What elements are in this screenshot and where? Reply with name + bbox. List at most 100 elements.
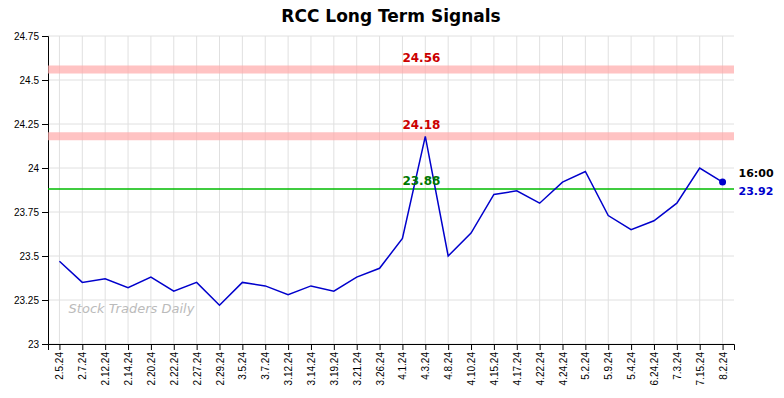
tick: 23: [28, 339, 48, 350]
grid-line: [608, 36, 609, 344]
grid-line: [448, 36, 449, 344]
tick-label: 5.4.24: [626, 352, 637, 380]
grid-line: [402, 36, 403, 344]
tick-label: 24.25: [14, 119, 39, 130]
tick: 4.8.24: [443, 344, 454, 380]
tick-mark: [288, 344, 289, 350]
grid-line: [333, 36, 334, 344]
tick: 2.20.24: [146, 344, 157, 385]
tick: 23.75: [14, 207, 48, 218]
tick-label: 2.20.24: [146, 352, 157, 386]
tick: 2.22.24: [169, 344, 180, 385]
tick-mark: [334, 344, 335, 350]
tick-mark: [128, 344, 129, 350]
tick-label: 3.7.24: [260, 352, 271, 380]
axis-line: [42, 37, 49, 345]
last-point: [719, 179, 726, 186]
tick: 2.14.24: [123, 344, 134, 385]
tick: 5.9.24: [603, 344, 614, 380]
tick-mark: [105, 344, 106, 350]
tick: 7.15.24: [695, 344, 706, 385]
tick-mark: [42, 124, 48, 125]
tick-label: 4.3.24: [420, 352, 431, 380]
tick: 5.2.24: [580, 344, 591, 380]
tick-mark: [700, 344, 701, 350]
level-label: 24.18: [402, 118, 440, 132]
tick: 3.7.24: [260, 344, 271, 380]
tick-label: 3.26.24: [375, 352, 386, 386]
tick: 5.4.24: [626, 344, 637, 380]
y-axis: 23 23.25 23.5 23.75 24 24.25 24.5 24.75: [14, 31, 49, 350]
tick: 6.24.24: [649, 344, 660, 385]
price-line: [59, 136, 722, 305]
tick-label: 4.10.24: [466, 352, 477, 386]
tick: 24: [28, 163, 48, 174]
tick-label: 24.75: [14, 31, 39, 42]
tick-mark: [631, 344, 632, 350]
level-line: [48, 188, 734, 190]
tick-mark: [42, 80, 48, 81]
tick-label: 4.1.24: [397, 352, 408, 380]
tick-label: 6.24.24: [649, 352, 660, 386]
tick-mark: [151, 344, 152, 350]
tick-mark: [448, 344, 449, 350]
tick-mark: [357, 344, 358, 350]
tick-mark: [494, 344, 495, 350]
watermark: Stock Traders Daily: [69, 301, 195, 316]
tick: 4.17.24: [512, 344, 523, 385]
tick-label: 4.15.24: [489, 352, 500, 386]
grid-line: [242, 36, 243, 344]
tick-label: 3.14.24: [306, 352, 317, 386]
tick-label: 3.19.24: [329, 352, 340, 386]
tick-mark: [425, 344, 426, 350]
grid-line: [379, 36, 380, 344]
grid-line: [653, 36, 654, 344]
tick-mark: [42, 344, 48, 345]
tick-label: 4.22.24: [535, 352, 546, 386]
tick: 3.19.24: [329, 344, 340, 385]
tick: 23.25: [14, 295, 48, 306]
tick-mark: [42, 212, 48, 213]
tick-mark: [402, 344, 403, 350]
grid-line: [425, 36, 426, 344]
tick: 3.5.24: [237, 344, 248, 380]
grid-line: [493, 36, 494, 344]
grid-line: [722, 36, 723, 344]
tick-label: 23.25: [14, 295, 39, 306]
last-time-label: 16:00: [739, 167, 774, 180]
tick-label: 3.5.24: [237, 352, 248, 380]
tick-mark: [220, 344, 221, 350]
tick: 4.3.24: [420, 344, 431, 380]
level-label: 23.88: [402, 174, 440, 188]
tick-label: 23.75: [14, 207, 39, 218]
tick-mark: [42, 168, 48, 169]
tick-mark: [311, 344, 312, 350]
axis-line: [49, 345, 735, 351]
tick-label: 7.15.24: [695, 352, 706, 386]
tick: 7.3.24: [672, 344, 683, 380]
plot-area: [48, 69, 734, 305]
grid-line: [699, 36, 700, 344]
tick-label: 24: [28, 163, 40, 174]
tick-label: 2.5.24: [54, 352, 65, 380]
tick-label: 2.12.24: [100, 352, 111, 386]
tick-label: 2.22.24: [169, 352, 180, 386]
grid-line: [196, 36, 197, 344]
tick-mark: [42, 256, 48, 257]
tick-mark: [197, 344, 198, 350]
tick-label: 4.17.24: [512, 352, 523, 386]
grid-line: [59, 36, 60, 344]
tick-mark: [242, 344, 243, 350]
title: RCC Long Term Signals: [281, 6, 500, 26]
tick-mark: [82, 344, 83, 350]
grid-line: [310, 36, 311, 344]
tick-label: 5.2.24: [580, 352, 591, 380]
grid-line: [471, 36, 472, 344]
tick-label: 3.12.24: [283, 352, 294, 386]
tick-label: 23.5: [20, 251, 40, 262]
grid-line: [356, 36, 357, 344]
grid-line: [173, 36, 174, 344]
tick-mark: [174, 344, 175, 350]
tick-label: 3.21.24: [352, 352, 363, 386]
tick: 24.5: [20, 75, 48, 86]
